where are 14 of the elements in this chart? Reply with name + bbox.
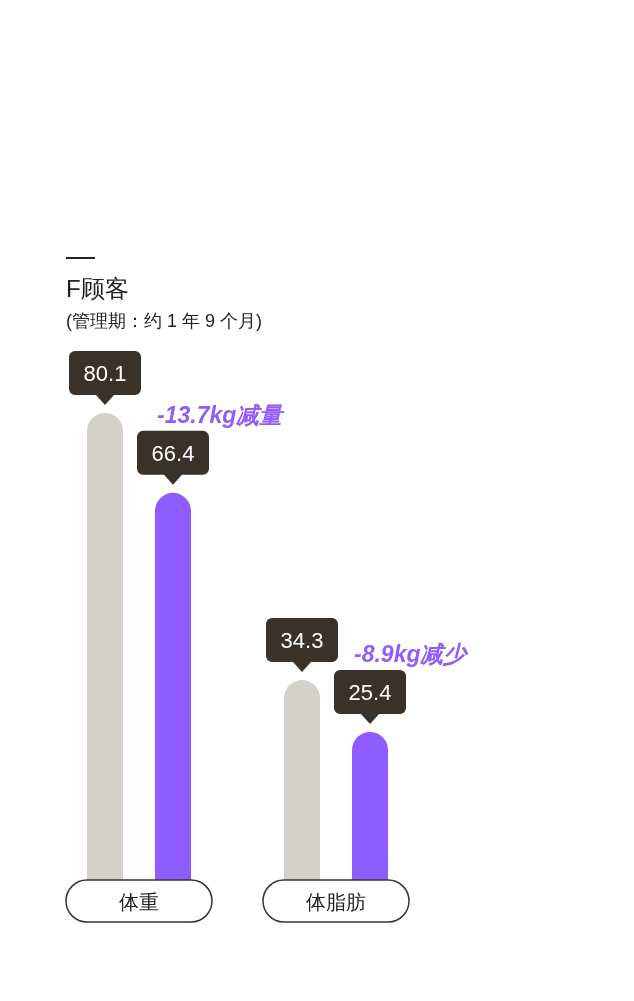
annotation: -8.9kg减少 — [354, 640, 470, 667]
x-tick-label: 体脂肪 — [306, 891, 366, 913]
data-label: 66.4 — [151, 440, 195, 466]
annotation: -13.7kg减量 — [157, 401, 286, 428]
bar — [284, 680, 320, 880]
chart-title: F顾客 — [66, 275, 129, 302]
data-label: 34.3 — [280, 628, 324, 654]
bar — [352, 731, 388, 880]
data-label: 25.4 — [348, 679, 392, 705]
bar — [155, 492, 191, 880]
bar — [87, 413, 123, 880]
data-label: 80.1 — [83, 361, 127, 386]
chart-subtitle: (管理期：约 1 年 9 个月) — [66, 311, 263, 331]
x-tick-label: 体重 — [119, 891, 159, 913]
